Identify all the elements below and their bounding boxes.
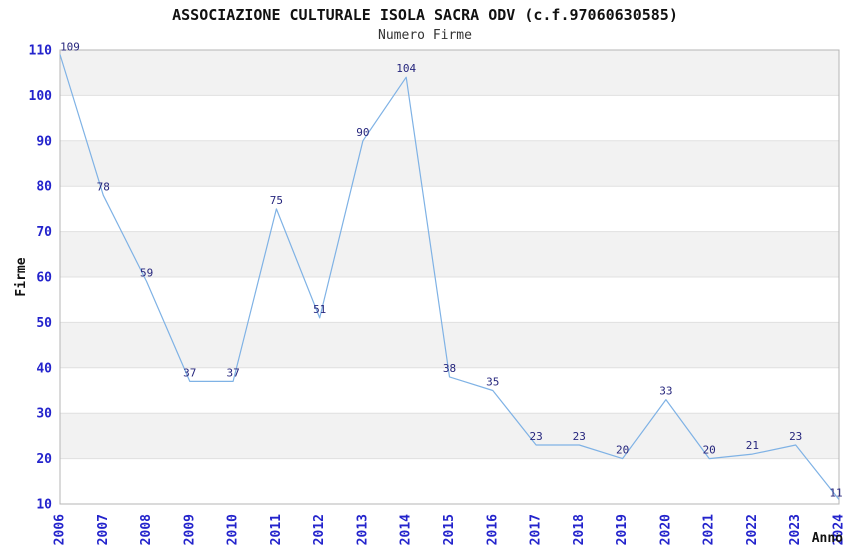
x-tick-label: 2008 (139, 514, 154, 545)
y-tick-label: 50 (36, 316, 52, 331)
plot-band (60, 50, 839, 96)
data-point-label: 23 (529, 430, 542, 443)
data-point-label: 51 (313, 303, 326, 316)
data-point-label: 20 (703, 444, 716, 457)
y-axis-title: Firme (14, 257, 29, 296)
x-tick-label: 2013 (355, 514, 370, 545)
data-point-label: 23 (573, 430, 586, 443)
data-point-label: 90 (356, 126, 369, 139)
y-tick-label: 40 (36, 361, 52, 376)
x-tick-label: 2014 (399, 514, 414, 545)
y-tick-label: 60 (36, 271, 52, 286)
x-tick-label: 2007 (96, 514, 111, 545)
x-tick-label: 2016 (485, 514, 500, 545)
data-point-label: 37 (183, 366, 196, 379)
y-tick-label: 80 (36, 180, 52, 195)
data-point-label: 21 (746, 439, 759, 452)
x-tick-label: 2021 (702, 514, 717, 545)
data-point-label: 23 (789, 430, 802, 443)
x-axis-title: Anno (812, 531, 843, 546)
y-tick-label: 30 (36, 407, 52, 422)
data-point-label: 38 (443, 362, 456, 375)
data-point-labels: 109 78 59 37 37 75 51 90 104 38 35 23 23 20 33 20 21 23 11 (60, 41, 843, 500)
data-point-label: 109 (60, 41, 80, 54)
data-point-label: 59 (140, 267, 153, 280)
data-point-label: 33 (659, 385, 672, 398)
data-point-label: 78 (97, 180, 110, 193)
x-tick-label: 2023 (788, 514, 803, 545)
x-tick-label: 2020 (658, 514, 673, 545)
plot-band (60, 413, 839, 459)
plot-band (60, 231, 839, 277)
data-point-label: 20 (616, 444, 629, 457)
x-tick-label: 2011 (269, 514, 284, 545)
y-tick-label: 100 (29, 89, 53, 104)
x-tick-label: 2024 (832, 514, 847, 545)
y-tick-label: 20 (36, 452, 52, 467)
plot-band (60, 322, 839, 368)
y-tick-label: 10 (36, 498, 52, 513)
y-tick-label: 70 (36, 225, 52, 240)
chart-title: ASSOCIAZIONE CULTURALE ISOLA SACRA ODV (… (172, 6, 678, 24)
data-point-label: 37 (226, 366, 239, 379)
y-axis-tick-labels: 10 20 30 40 50 60 70 80 90 100 110 (29, 44, 53, 513)
plot-band (60, 140, 839, 187)
x-tick-label: 2019 (615, 514, 630, 545)
line-series (59, 54, 840, 500)
plot-bands (60, 50, 839, 459)
data-point-label: 35 (486, 376, 499, 389)
data-point-label: 104 (396, 62, 416, 75)
x-tick-label: 2012 (312, 514, 327, 545)
x-tick-label: 2017 (529, 514, 544, 545)
x-axis-tick-labels: 2006 2007 2008 2009 2010 2011 2012 2013 2014 2015… (53, 514, 847, 545)
y-tick-label: 90 (36, 134, 52, 149)
data-point-label: 75 (270, 194, 283, 207)
plot-border (59, 49, 840, 505)
y-tick-label: 110 (29, 44, 53, 59)
x-tick-label: 2015 (442, 514, 457, 545)
x-tick-label: 2006 (53, 514, 68, 545)
data-point-label: 11 (829, 487, 842, 500)
x-tick-label: 2010 (226, 514, 241, 545)
chart-subtitle: Numero Firme (378, 28, 472, 43)
x-tick-label: 2009 (182, 514, 197, 545)
x-tick-label: 2018 (572, 514, 587, 545)
x-tick-label: 2022 (745, 514, 760, 545)
line-series-group (59, 54, 840, 500)
